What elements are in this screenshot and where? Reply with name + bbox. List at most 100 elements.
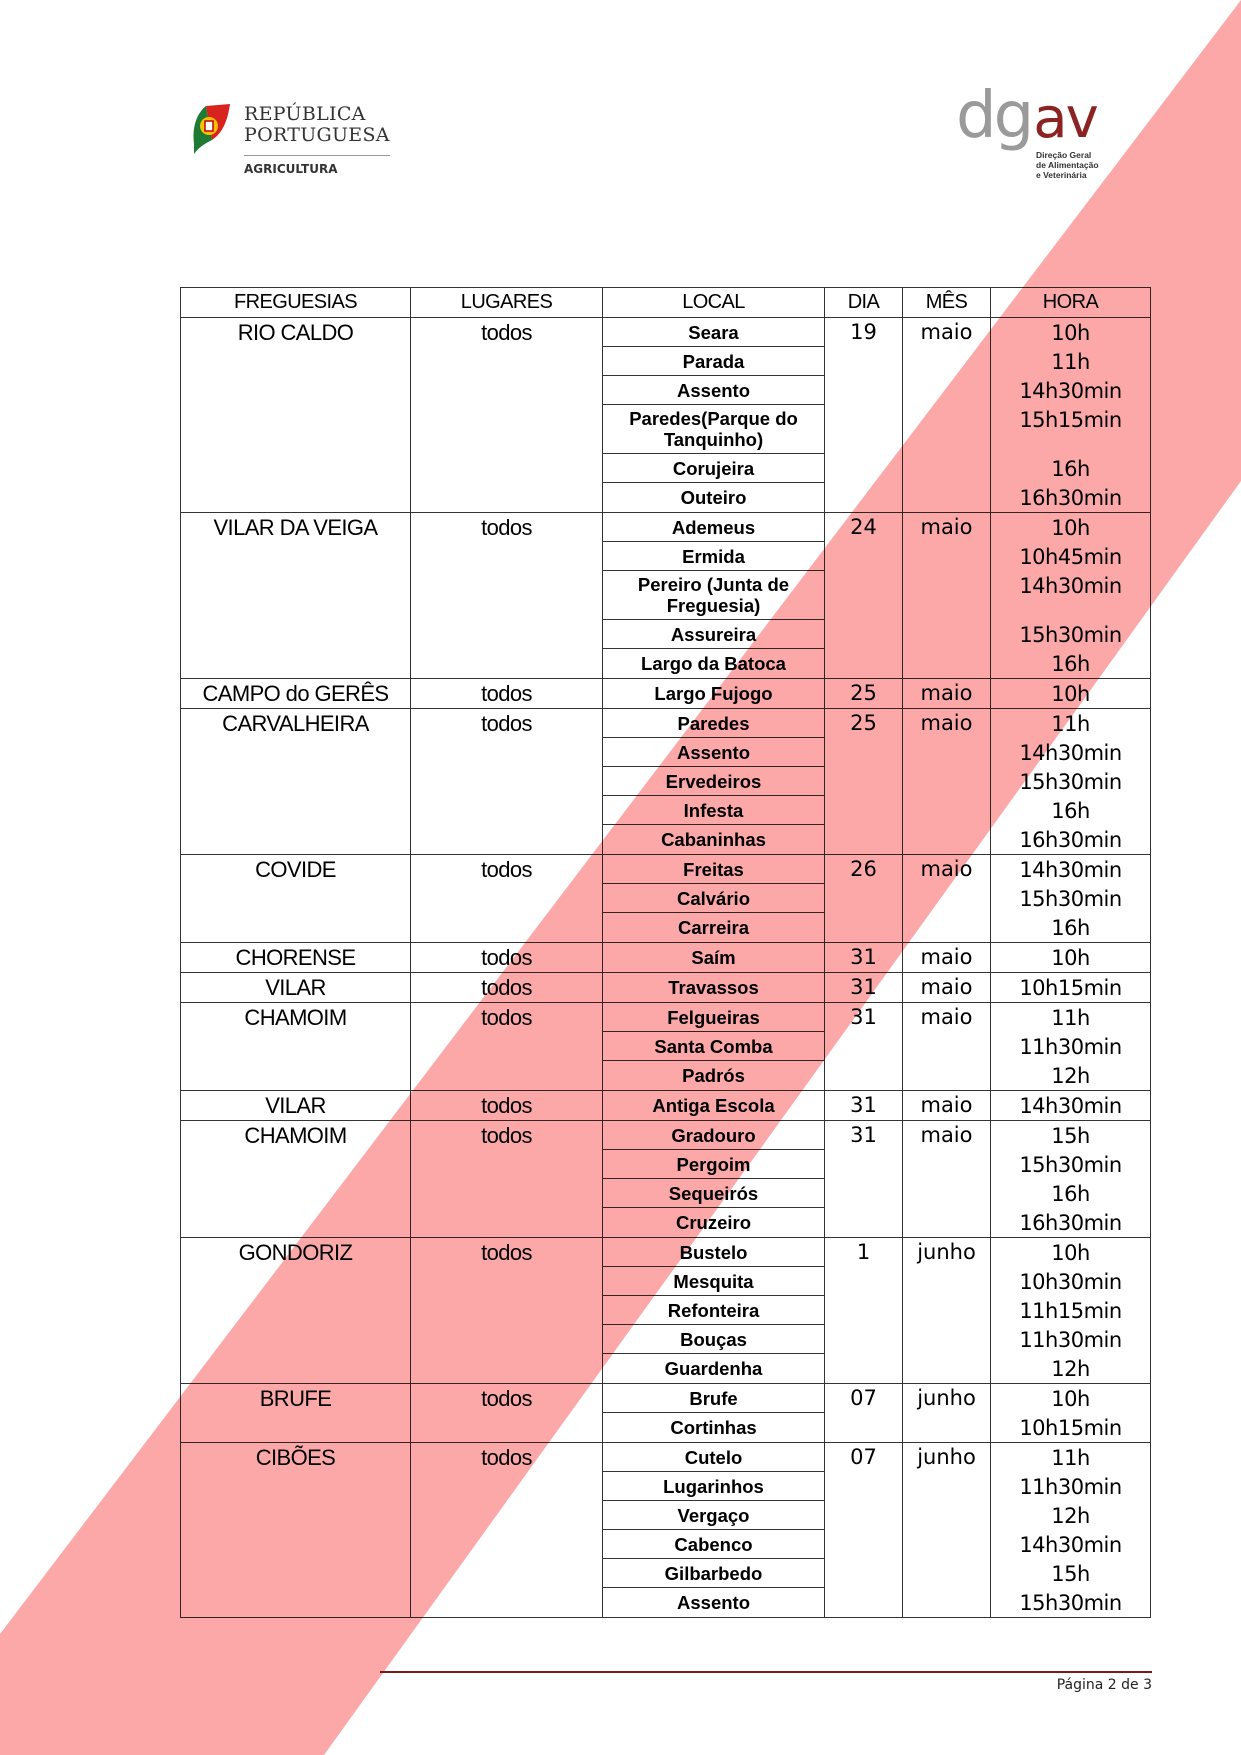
local-item: Cabenco [603,1530,824,1559]
local-name: Lugarinhos [663,1475,764,1497]
local-item: Outeiro [603,483,824,512]
table-row-group: CHAMOIM todos Gradouro Pergoim Sequeirós Cruz… [180,1120,1151,1238]
local-name: Cruzeiro [675,1212,752,1233]
hora-value: 14h30min [1019,574,1122,598]
hora-value: 11h30min [1019,1035,1122,1059]
hora-value: 16h [1051,652,1090,676]
local-item: Largo Fujogo [603,679,824,708]
republica-portuguesa-logo: REPÚBLICA PORTUGUESA AGRICULTURA [190,100,400,185]
local-name: Assento [677,1592,750,1613]
local-name: Paredes(Parque do Tanquinho) [629,408,798,450]
local-item: Assento [603,1588,824,1617]
logo-subtitle: AGRICULTURA [244,162,338,176]
hora-value: 15h30min [1019,1153,1122,1177]
local-name: Gilbarbedo [664,1562,763,1584]
mes-cell: maio [902,512,991,679]
local-name: Bouças [680,1328,747,1350]
local-name: Sequeirós [668,1182,759,1204]
hora-value: 15h30min [1019,770,1122,794]
dia-cell: 31 [824,1120,903,1238]
hora-value: 10h [1051,1387,1090,1411]
hora-value: 16h [1051,916,1090,940]
hora-value: 16h30min [1019,1211,1122,1235]
local-name: Assento [677,741,750,763]
local-cell: Ademeus Ermida Pereiro (Junta de Freguesia… [602,512,825,679]
local-name: Outeiro [680,487,747,508]
local-item: Gradouro [603,1121,824,1150]
hora-cell: 11h 11h30min 12h 14h30min 15h 15h30min [990,1442,1151,1618]
hora-value: 10h15min [1019,1416,1122,1440]
local-item: Antiga Escola [603,1091,824,1120]
local-name: Felgueiras [667,1006,760,1028]
hora-cell: 10h 10h15min [990,1383,1151,1443]
freguesia-cell: CHAMOIM [180,1002,411,1091]
hora-cell: 15h 15h30min 16h 16h30min [990,1120,1151,1238]
schedule-table: FREGUESIAS LUGARES LOCAL DIA MÊS HORA RIO CAL… [180,287,1151,1618]
local-item: Paredes [603,709,824,738]
hora-value: 14h30min [1019,1094,1122,1118]
lugares-cell: todos [410,512,603,679]
mes-cell: maio [902,942,991,973]
freguesia-cell: CHAMOIM [180,1120,411,1238]
lugares-cell: todos [410,678,603,709]
local-item: Ermida [603,542,824,571]
dgav-mark-grey: dg [956,79,1034,153]
local-cell: Cutelo Lugarinhos Vergaço Cabenco Gilbarbedo… [602,1442,825,1618]
dgav-sub2: de Alimentação [1036,160,1099,170]
local-name: Ervedeiros [665,770,762,792]
local-item: Seara [603,318,824,347]
local-cell: Brufe Cortinhas [602,1383,825,1443]
lugares-cell: todos [410,708,603,855]
local-name: Freitas [683,858,744,880]
local-item: Assento [603,738,824,767]
local-item: Calvário [603,884,824,913]
local-cell: Gradouro Pergoim Sequeirós Cruzeiro [602,1120,825,1238]
local-name: Cortinhas [670,1417,757,1438]
local-cell: Freitas Calvário Carreira [602,854,825,943]
local-name: Gradouro [671,1124,756,1146]
freguesia-cell: COVIDE [180,854,411,943]
hora-cell: 10h [990,942,1151,973]
freguesia-cell: CAMPO do GERÊS [180,678,411,709]
logo-line1: REPÚBLICA [244,103,366,125]
dia-cell: 26 [824,854,903,943]
hora-value: 14h30min [1019,1533,1122,1557]
mes-cell: maio [902,1090,991,1121]
dia-cell: 25 [824,678,903,709]
local-name: Seara [688,321,739,343]
mes-cell: junho [902,1383,991,1443]
lugares-cell: todos [410,1002,603,1091]
local-item: Vergaço [603,1501,824,1530]
dia-cell: 31 [824,972,903,1003]
freguesia-cell: GONDORIZ [180,1237,411,1384]
hora-value: 16h [1051,457,1090,481]
freguesia-cell: CIBÕES [180,1442,411,1618]
freguesia-cell: VILAR [180,972,411,1003]
hora-value: 10h [1051,321,1090,345]
local-item: Felgueiras [603,1003,824,1032]
hora-value: 14h30min [1019,741,1122,765]
lugares-cell: todos [410,972,603,1003]
local-name: Mesquita [673,1270,754,1292]
local-name: Vergaço [677,1504,750,1526]
local-name: Bustelo [679,1241,748,1263]
table-row-group: COVIDE todos Freitas Calvário Carreira 26 maio… [180,854,1151,943]
local-name: Pergoim [676,1153,751,1175]
hora-value: 11h [1051,1006,1090,1030]
local-name: Carreira [678,917,749,938]
freguesia-cell: RIO CALDO [180,317,411,513]
local-cell: Felgueiras Santa Comba Padrós [602,1002,825,1091]
local-name: Antiga Escola [652,1095,775,1116]
local-item: Ademeus [603,513,824,542]
local-name: Infesta [683,799,744,821]
local-item: Travassos [603,973,824,1002]
local-item: Sequeirós [603,1179,824,1208]
logo-line2: PORTUGUESA [244,124,390,146]
hora-value: 11h30min [1019,1475,1122,1499]
freguesia-cell: BRUFE [180,1383,411,1443]
hora-cell: 14h30min 15h30min 16h [990,854,1151,943]
dgav-mark-red: av [1033,86,1098,151]
hora-value: 11h [1051,350,1090,374]
hora-value: 12h [1051,1064,1090,1088]
mes-cell: junho [902,1442,991,1618]
